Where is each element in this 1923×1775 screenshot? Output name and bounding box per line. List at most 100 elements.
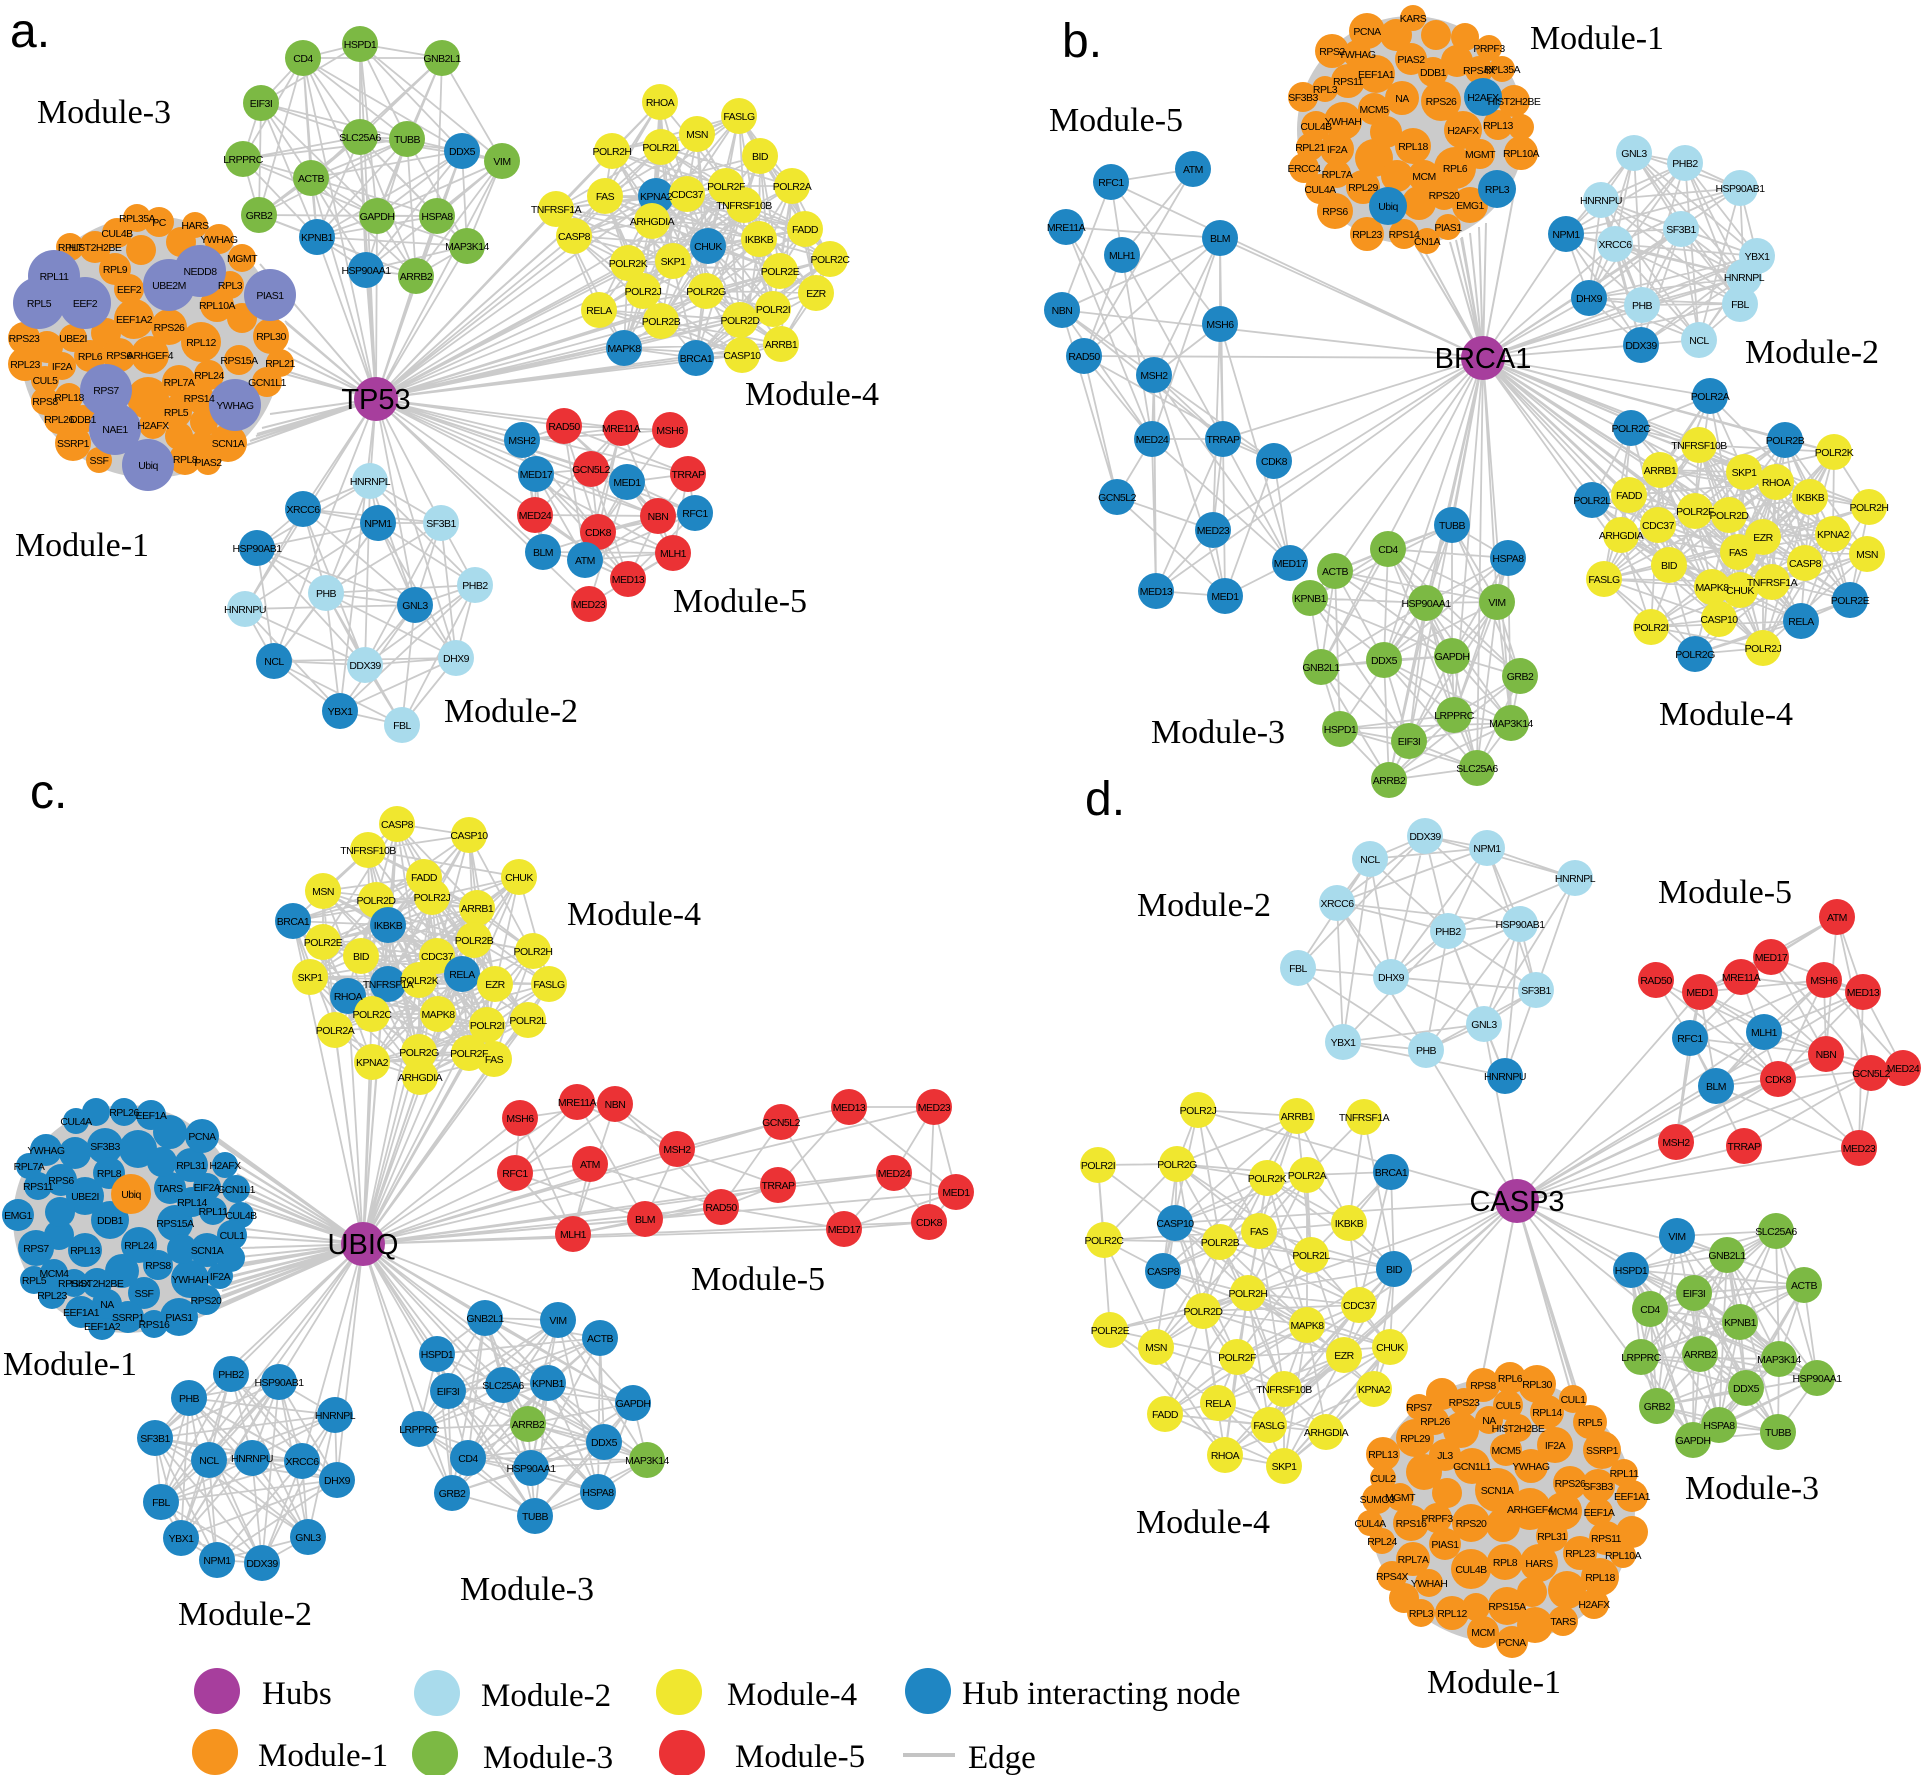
svg-text:POLR2G: POLR2G — [1157, 1159, 1197, 1171]
svg-text:RPL24: RPL24 — [194, 370, 224, 382]
svg-text:RPS20: RPS20 — [191, 1295, 222, 1307]
svg-text:YBX1: YBX1 — [1745, 251, 1771, 263]
svg-text:SKP1: SKP1 — [298, 972, 324, 984]
svg-text:ATM: ATM — [1827, 912, 1847, 924]
svg-text:TNFRSF1A: TNFRSF1A — [531, 204, 582, 216]
svg-text:GNB2L1: GNB2L1 — [423, 53, 461, 65]
svg-text:EEF1A2: EEF1A2 — [84, 1321, 121, 1333]
svg-text:MSH6: MSH6 — [506, 1113, 534, 1125]
svg-text:GNB2L1: GNB2L1 — [1302, 662, 1340, 674]
svg-text:Hubs: Hubs — [262, 1676, 332, 1712]
svg-text:POLR2H: POLR2H — [1849, 502, 1888, 514]
svg-text:CUL1: CUL1 — [1561, 1394, 1587, 1406]
svg-text:CHUK: CHUK — [694, 241, 722, 253]
svg-text:GRB2: GRB2 — [1644, 1401, 1671, 1413]
svg-text:POLR2H: POLR2H — [592, 146, 631, 158]
svg-text:CDC37: CDC37 — [1343, 1300, 1376, 1312]
svg-text:RHOA: RHOA — [1211, 1450, 1240, 1462]
svg-text:Module-4: Module-4 — [1659, 696, 1793, 733]
svg-text:BRCA1: BRCA1 — [680, 353, 713, 365]
svg-text:TARS: TARS — [157, 1183, 183, 1195]
svg-text:ARRB2: ARRB2 — [1684, 1349, 1717, 1361]
svg-text:RAD50: RAD50 — [548, 421, 580, 433]
svg-text:PRPF3: PRPF3 — [1421, 1513, 1453, 1525]
svg-text:CUL4A: CUL4A — [60, 1116, 92, 1128]
svg-text:RPL35A: RPL35A — [1484, 64, 1521, 76]
svg-text:MED17: MED17 — [1274, 558, 1307, 570]
svg-text:Module-4: Module-4 — [567, 896, 701, 933]
svg-text:RPL3: RPL3 — [1313, 84, 1338, 96]
svg-text:MAPK8: MAPK8 — [607, 343, 641, 355]
svg-text:YBX1: YBX1 — [328, 706, 354, 718]
svg-text:RPL13: RPL13 — [70, 1245, 100, 1257]
svg-text:EIF3I: EIF3I — [437, 1386, 460, 1398]
svg-text:Module-5: Module-5 — [1049, 102, 1183, 139]
svg-text:TRRAP: TRRAP — [1206, 434, 1240, 446]
svg-text:RPS6: RPS6 — [1322, 206, 1348, 218]
svg-text:DDB1: DDB1 — [1420, 67, 1447, 79]
svg-text:MED24: MED24 — [878, 1168, 911, 1180]
svg-text:GNB2L1: GNB2L1 — [466, 1313, 504, 1325]
svg-text:GNL3: GNL3 — [1471, 1019, 1497, 1031]
svg-text:MAP3K14: MAP3K14 — [625, 1455, 669, 1467]
svg-text:RPS4X: RPS4X — [1376, 1571, 1408, 1583]
svg-text:RAD50: RAD50 — [1068, 351, 1100, 363]
svg-text:EEF1A: EEF1A — [136, 1110, 167, 1122]
svg-text:MSN: MSN — [1856, 549, 1878, 561]
svg-text:KPNB1: KPNB1 — [1724, 1317, 1757, 1329]
svg-text:POLR2L: POLR2L — [1573, 495, 1611, 507]
svg-text:EIF3I: EIF3I — [250, 98, 273, 110]
svg-text:HSP90AA1: HSP90AA1 — [1401, 598, 1451, 610]
svg-text:MED13: MED13 — [1847, 987, 1880, 999]
svg-text:MAPK8: MAPK8 — [421, 1009, 455, 1021]
svg-text:HSPA8: HSPA8 — [1703, 1420, 1735, 1432]
svg-text:NCL: NCL — [1689, 335, 1709, 347]
svg-text:MLH1: MLH1 — [1751, 1027, 1778, 1039]
svg-text:EZR: EZR — [1334, 1350, 1354, 1362]
svg-text:MLH1: MLH1 — [560, 1229, 587, 1241]
svg-text:TP53: TP53 — [341, 384, 410, 416]
svg-text:MED17: MED17 — [1755, 952, 1788, 964]
svg-text:POLR2G: POLR2G — [1675, 649, 1715, 661]
svg-text:POLR2A: POLR2A — [1288, 1170, 1327, 1182]
svg-text:POLR2B: POLR2B — [642, 316, 681, 328]
svg-text:MED13: MED13 — [833, 1102, 866, 1114]
svg-text:Module-2: Module-2 — [444, 693, 578, 730]
svg-text:MSN: MSN — [1145, 1342, 1167, 1354]
svg-text:RFC1: RFC1 — [1677, 1033, 1703, 1045]
svg-text:KPNB1: KPNB1 — [301, 232, 334, 244]
svg-text:RPL18: RPL18 — [54, 392, 84, 404]
svg-text:RPS26: RPS26 — [1555, 1478, 1586, 1490]
svg-text:RPL8: RPL8 — [173, 454, 198, 466]
svg-text:Module-5: Module-5 — [735, 1739, 865, 1775]
svg-text:RPL13: RPL13 — [1483, 120, 1513, 132]
svg-text:FADD: FADD — [792, 224, 819, 236]
svg-text:MSH2: MSH2 — [1662, 1137, 1690, 1149]
svg-text:DDX39: DDX39 — [1409, 831, 1441, 843]
svg-text:KPNA2: KPNA2 — [1358, 1384, 1391, 1396]
svg-text:DHX9: DHX9 — [1378, 972, 1405, 984]
svg-text:a.: a. — [10, 5, 50, 58]
svg-text:RPL8: RPL8 — [1493, 1557, 1518, 1569]
svg-text:NEDD8: NEDD8 — [183, 266, 217, 278]
svg-text:HSP90AA1: HSP90AA1 — [506, 1463, 556, 1475]
svg-text:DDX5: DDX5 — [449, 146, 476, 158]
svg-text:SSRP1: SSRP1 — [1586, 1445, 1619, 1457]
svg-text:ARHGEF4: ARHGEF4 — [1507, 1504, 1554, 1516]
svg-text:MED23: MED23 — [1843, 1143, 1876, 1155]
svg-text:CUL4B: CUL4B — [101, 228, 133, 240]
svg-text:NBN: NBN — [648, 511, 669, 523]
svg-text:SKP1: SKP1 — [661, 256, 687, 268]
svg-text:RFC1: RFC1 — [502, 1168, 528, 1180]
svg-text:HSPA8: HSPA8 — [421, 211, 453, 223]
svg-text:CASP8: CASP8 — [381, 819, 414, 831]
svg-text:TNFRSF1A: TNFRSF1A — [363, 979, 414, 991]
svg-text:NA: NA — [100, 1299, 114, 1311]
svg-text:MED17: MED17 — [520, 469, 553, 481]
svg-text:RPS11: RPS11 — [1333, 76, 1364, 88]
svg-text:IKBKB: IKBKB — [374, 920, 403, 932]
svg-text:EZR: EZR — [1753, 532, 1773, 544]
svg-text:POLR2J: POLR2J — [625, 286, 662, 298]
svg-text:CUL5: CUL5 — [33, 375, 59, 387]
svg-text:FASLG: FASLG — [533, 979, 565, 991]
